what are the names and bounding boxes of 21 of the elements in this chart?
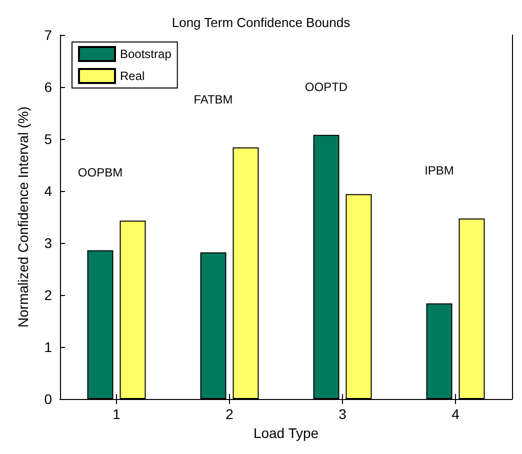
annotation: FATBM	[194, 92, 233, 106]
legend-label: Real	[120, 69, 145, 83]
x-tick-label: 3	[338, 406, 347, 422]
y-axis-title: Normalized Confidence Interval (%)	[15, 106, 31, 328]
x-tick-label: 2	[226, 406, 234, 422]
y-tick-label: 2	[44, 287, 52, 303]
y-tick-label: 6	[44, 79, 52, 95]
y-tick-label: 7	[44, 27, 52, 43]
y-tick-label: 1	[44, 339, 52, 355]
y-tick-label: 5	[44, 131, 52, 147]
x-tick-label: 1	[112, 406, 121, 422]
annotation: OOPTD	[304, 80, 348, 94]
annotation: OOPBM	[78, 166, 123, 180]
y-tick-label: 0	[44, 391, 52, 407]
y-tick-label: 4	[44, 183, 52, 199]
annotation: IPBM	[424, 164, 454, 178]
legend-label: Bootstrap	[120, 47, 172, 61]
x-tick-label: 4	[452, 406, 460, 422]
x-axis-title: Load Type	[253, 424, 319, 441]
chart-title: Long Term Confidence Bounds	[172, 15, 351, 30]
y-tick-label: 3	[44, 235, 52, 251]
